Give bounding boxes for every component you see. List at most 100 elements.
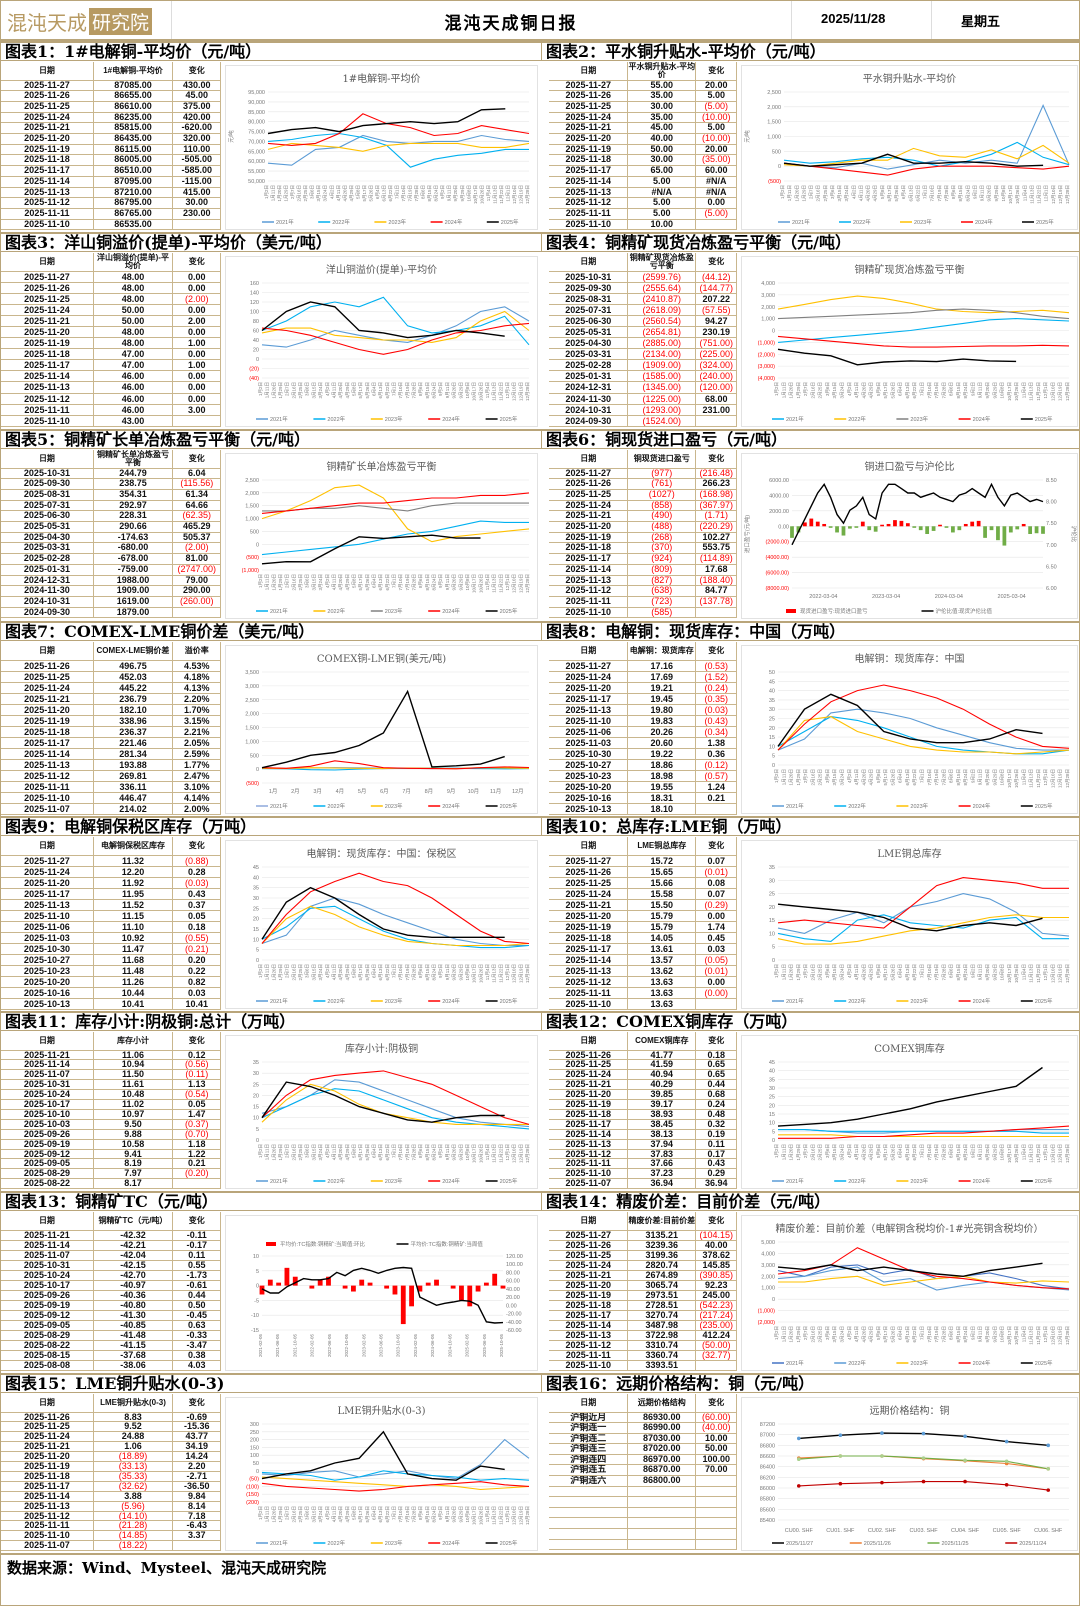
change-cell xyxy=(695,1360,738,1371)
date-cell xyxy=(549,1528,629,1540)
y-tick-label: 100 xyxy=(250,310,259,316)
value-cell: -40.97 xyxy=(93,1280,174,1291)
x-tick-label: 6月13日 xyxy=(905,382,911,399)
change-cell: 0.36 xyxy=(695,748,738,760)
table-row: 2025-11-12 (14.10) 7.18 xyxy=(1,1511,222,1522)
x-tick-label: 12月 xyxy=(512,788,524,795)
table-row: 2025-11-24 86235.00 420.00 xyxy=(1,112,222,124)
x-tick-label: 8月15日 xyxy=(425,574,431,591)
date-cell: 2025-11-24 xyxy=(1,1431,94,1443)
x-tick-label: 2月25日 xyxy=(818,1326,824,1343)
x-tick-label: 2月7日 xyxy=(809,185,815,199)
legend-label: 2022年 xyxy=(853,218,871,226)
x-tick-label: 11月13日 xyxy=(1029,185,1035,204)
table-row: 2025-05-31 290.66 465.29 xyxy=(1,521,222,533)
x-tick-label: 11月4日 xyxy=(485,1506,491,1522)
x-tick-label: 4月29日 xyxy=(349,185,355,202)
x-tick-label: 2024-02-05 xyxy=(413,1334,418,1358)
table-row: 2025-11-26 3239.36 40.00 xyxy=(549,1240,738,1251)
x-tick-label: 4月 xyxy=(336,788,345,795)
table-header-row: 日期 库存小计 变化 xyxy=(1,1032,222,1051)
x-tick-label: 11月22日 xyxy=(498,382,504,401)
legend-label: 2021年 xyxy=(270,997,288,1005)
legend-label: 2024年 xyxy=(973,1177,991,1185)
table-row: 2025-11-26 (761) 266.23 xyxy=(549,478,738,490)
x-tick-label: 2月16日 xyxy=(291,1144,297,1161)
x-tick-label: 5月8日 xyxy=(351,964,357,978)
value-cell: 20.26 xyxy=(627,726,697,738)
x-tick-label: CU03. SHF xyxy=(909,1528,938,1534)
date-cell: 2025-11-18 xyxy=(1,1471,94,1482)
x-tick-label: 4月20日 xyxy=(866,185,872,202)
change-cell: (0.55) xyxy=(172,932,222,944)
series-line xyxy=(261,905,530,947)
date-cell: 2025-11-12 xyxy=(549,197,629,209)
x-tick-label: 2月7日 xyxy=(290,185,296,199)
table-row xyxy=(549,1486,738,1498)
x-tick-label: 9月2日 xyxy=(972,185,978,199)
y-tick-label: (1,000) xyxy=(758,340,776,346)
x-tick-label: 3月24日 xyxy=(318,1144,324,1161)
value-cell: 38.45 xyxy=(627,1119,697,1130)
change-cell xyxy=(695,1539,738,1551)
change-cell: -505.00 xyxy=(172,154,222,167)
table-row: 2025-11-13 37.94 0.11 xyxy=(549,1139,738,1150)
x-tick-label: 4月2日 xyxy=(325,1144,331,1158)
value-cell: (2560.54) xyxy=(627,315,697,327)
date-cell: 2025-04-30 xyxy=(1,532,94,544)
table-row: 2025-11-27 11.32 (0.88) xyxy=(1,855,222,867)
change-cell: 0.43 xyxy=(172,888,222,900)
x-tick-label: 12月1日 xyxy=(1044,185,1050,202)
x-tick-label: 8月24日 xyxy=(963,382,969,399)
change-cell: 266.23 xyxy=(695,478,738,490)
table-row: 2025-11-25 3199.36 378.62 xyxy=(549,1250,738,1261)
x-tick-label: 7月1日 xyxy=(395,185,401,199)
date-cell: 2025-11-25 xyxy=(1,101,94,113)
x-tick-label: 1月11日 xyxy=(787,185,793,201)
x-tick-label: 7月28日 xyxy=(944,185,950,202)
value-cell: (2599.76) xyxy=(627,271,697,283)
series-line xyxy=(261,1083,529,1125)
y-tick-label: 5 xyxy=(256,1127,259,1133)
date-cell: 2025-08-15 xyxy=(1,1350,94,1361)
legend-label: 2021年 xyxy=(270,1177,288,1185)
bar xyxy=(309,1285,315,1289)
change-cell: (240.00) xyxy=(695,370,738,383)
x-tick-label: 10月17日 xyxy=(1007,964,1013,983)
table-row: 2025-10-13 10.41 10.41 xyxy=(1,998,222,1010)
legend-label: 2025/11/27 xyxy=(786,1541,813,1547)
series-line xyxy=(261,520,529,556)
x-tick-label: 7月28日 xyxy=(941,769,947,786)
x-tick-label: 6月22日 xyxy=(915,185,921,202)
x-tick-label: 3月6日 xyxy=(305,1144,311,1158)
value-cell: 35.00 xyxy=(627,90,697,102)
table-row: 2025-11-24 35.00 (10.00) xyxy=(549,112,738,124)
table-row: 2025-11-14 (809) 17.68 xyxy=(549,564,738,576)
date-cell: 2025-11-27 xyxy=(549,468,629,480)
change-cell: (188.40) xyxy=(695,575,738,587)
table-row: 沪铜连五 86870.00 70.00 xyxy=(549,1464,738,1477)
x-tick-label: 9月29日 xyxy=(992,382,998,399)
x-tick-label: 6月13日 xyxy=(905,769,911,786)
value-cell: (21.28) xyxy=(93,1520,174,1532)
y-tick-label: (4,000) xyxy=(758,376,776,382)
x-tick-label: 7月10日 xyxy=(398,1506,404,1523)
column-header: 变化 xyxy=(172,1212,222,1231)
table-row: 2025-11-27 55.00 20.00 xyxy=(549,80,738,92)
y-tick-label: 0 xyxy=(256,542,259,548)
value-cell: 41.77 xyxy=(627,1050,697,1061)
date-cell: 2025-11-10 xyxy=(549,607,629,619)
data-table: 日期 铜精矿长单冶炼盈亏平衡 变化 2025-10-31 244.79 6.04 2025-… xyxy=(1,450,222,619)
x-tick-label: 9月29日 xyxy=(992,769,998,786)
y-axis-label: 进口盈亏(元/吨) xyxy=(743,515,751,553)
x-tick-label: 7月10日 xyxy=(927,769,933,786)
x-tick-label: 5月17日 xyxy=(887,185,893,202)
date-cell: 2025-10-13 xyxy=(549,803,629,815)
change-cell: 0.45 xyxy=(695,932,738,944)
table-row: 2025-11-19 50.00 20.00 xyxy=(549,144,738,156)
change-cell xyxy=(695,1507,738,1519)
x-tick-label: 6月13日 xyxy=(378,1506,384,1523)
x-tick-label: 3月24日 xyxy=(839,382,845,399)
x-tick-label: 2024-06-05 xyxy=(430,1334,435,1358)
